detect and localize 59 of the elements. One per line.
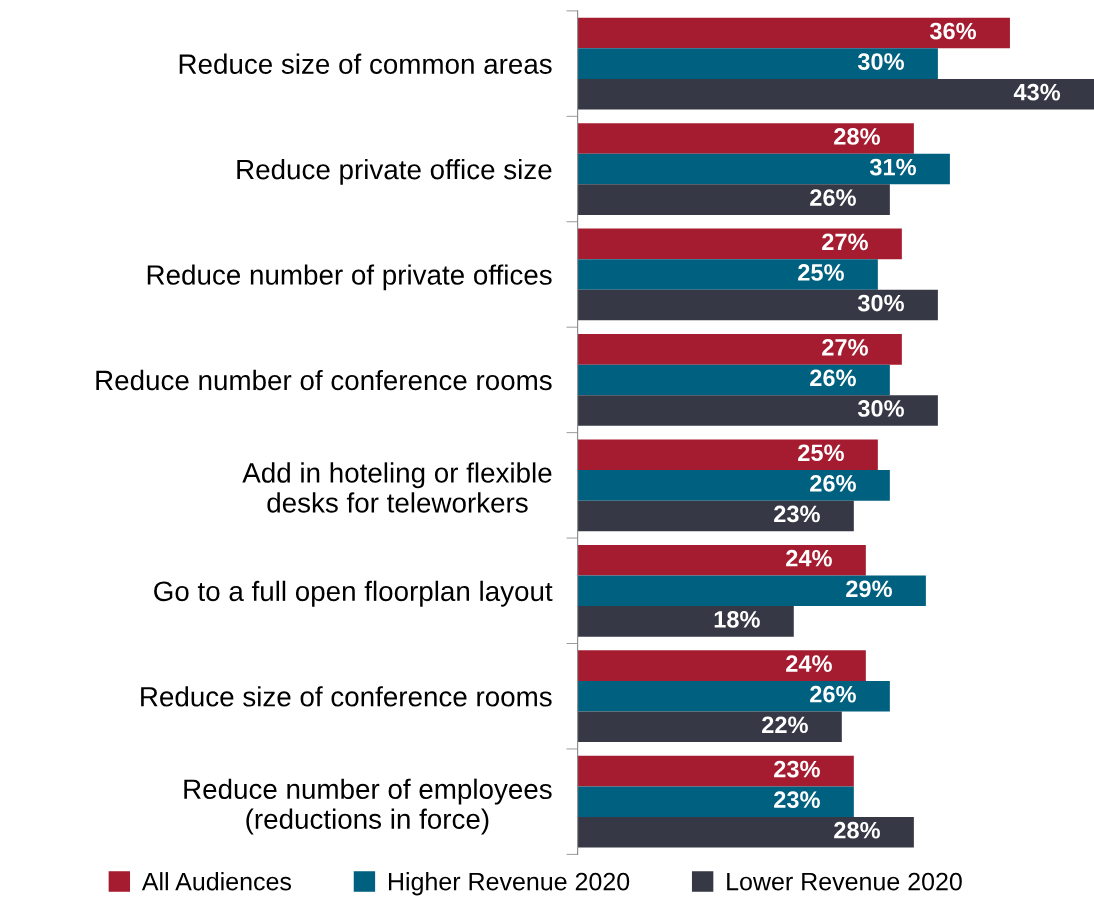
bar [577,439,878,471]
data-label: 43% [1013,83,1061,101]
data-label: 26% [810,474,856,492]
y-tick-label: Reduce number of conference rooms [96,369,552,391]
bar [577,48,938,79]
y-tick-label: Reduce number of employees (reductions in force) [184,778,552,835]
data-label: 31% [869,158,916,176]
data-label: 23% [774,791,820,809]
data-label: 28% [834,821,880,839]
bar [577,395,938,426]
bar [577,575,926,607]
bar [577,755,854,787]
data-label: 30% [857,400,904,417]
bar [577,500,854,532]
data-label: 24% [786,549,832,567]
data-label: 25% [798,264,844,281]
bar [577,334,902,365]
data-label: 24% [786,655,832,672]
data-label: 36% [929,22,977,40]
bar [577,544,866,576]
legend-label: Higher Revenue 2020 [388,872,630,896]
bar [577,364,890,396]
data-label: 27% [822,233,868,251]
data-label: 23% [774,505,820,523]
y-tick-label: Add in hoteling or flexible desks for teleworkers [242,462,552,513]
data-label: 22% [762,716,808,734]
bar [577,17,1010,49]
legend-label: All Audiences [141,872,292,891]
data-label: 30% [857,294,904,312]
bar [577,123,914,154]
data-label: 26% [810,685,856,703]
bar [577,680,890,712]
y-tick-label: Go to a full open floorplan layout [154,580,553,607]
bar [577,289,938,321]
bar [577,228,902,260]
data-label: 23% [774,760,820,778]
bar [577,711,842,743]
data-label: 27% [822,338,868,356]
y-tick-label: Reduce size of conference rooms [141,686,552,707]
data-label: 26% [810,189,856,206]
data-label: 26% [810,369,856,387]
y-tick-label: Reduce private office size [237,158,552,185]
bar [577,470,890,501]
data-label: 30% [857,53,904,70]
bar [577,650,866,681]
data-label: 25% [798,444,844,462]
bar [577,786,854,817]
bar [577,184,890,215]
bar [577,816,914,848]
bar [577,78,1094,110]
y-tick-label: Reduce number of private offices [147,264,552,291]
bar [577,153,950,185]
legend-label: Lower Revenue 2020 [727,872,962,891]
data-label: 29% [846,580,892,598]
y-tick-label: Reduce size of common areas [179,53,552,74]
bar [577,606,794,637]
bar [577,259,878,290]
data-label: 18% [714,610,760,628]
data-label: 28% [834,128,880,145]
